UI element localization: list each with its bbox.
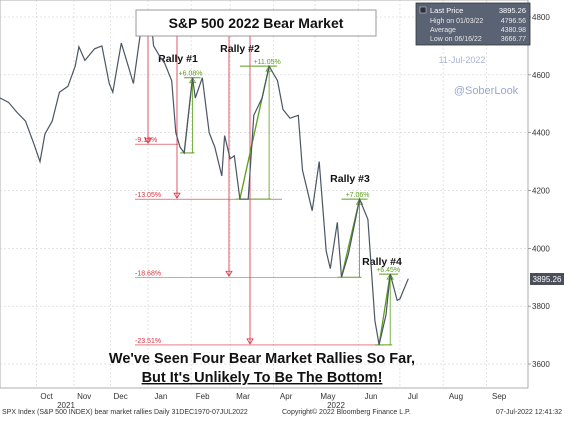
- legend-average-label: Average: [430, 27, 456, 34]
- last-price-tag-text: 3895.26: [533, 275, 562, 284]
- x-month-label: May: [320, 392, 335, 401]
- rally-pct: +6.08%: [179, 71, 203, 78]
- rally-label: Rally #2: [220, 43, 260, 55]
- rally-label: Rally #3: [330, 173, 370, 185]
- drawdown-label: -9.18%: [135, 137, 157, 144]
- x-year-label: 2021: [57, 401, 75, 410]
- drawdown-label: -13.05%: [135, 192, 161, 199]
- legend-low-value: 3666.77: [501, 36, 526, 43]
- x-month-label: Dec: [113, 392, 127, 401]
- plot-area: [0, 0, 529, 389]
- y-tick-label: 3600: [532, 360, 550, 369]
- drawdown-arrowhead: [144, 137, 152, 145]
- footer-center: Copyright© 2022 Bloomberg Finance L.P.: [282, 409, 411, 416]
- watermark-date: 11-Jul-2022: [439, 55, 486, 65]
- legend-high-label: High on 01/03/22: [430, 18, 483, 25]
- price-line: [0, 17, 409, 346]
- headline-line1: We've Seen Four Bear Market Rallies So F…: [109, 351, 415, 367]
- legend-last-price-label: Last Price: [430, 6, 463, 15]
- x-month-label: Nov: [77, 392, 91, 401]
- drawdown-arrowhead: [246, 338, 254, 345]
- handle-text: @SoberLook: [454, 85, 519, 97]
- drawdown-annotations: -9.18% -13.05% -18.68% -23.51%: [135, 22, 384, 346]
- x-month-label: Jun: [365, 392, 378, 401]
- legend: Last Price 3895.26 High on 01/03/22 4796…: [415, 2, 531, 46]
- legend-high-value: 4796.56: [501, 18, 526, 25]
- y-tick-label: 4200: [532, 187, 550, 196]
- rally-diagonal: [378, 273, 391, 346]
- y-axis: 4800 4600 4400 4200 4000 3800 3600: [528, 13, 550, 369]
- rally-label: Rally #4: [362, 256, 402, 268]
- rally-pct: +11.05%: [253, 59, 280, 66]
- x-axis: Oct Nov Dec Jan Feb Mar Apr May Jun Jul Aug Sep 2021…: [40, 392, 506, 410]
- rally-pct: +7.06%: [346, 192, 370, 199]
- footer-left: SPX Index (S&P 500 INDEX) bear market ra…: [2, 409, 248, 416]
- x-month-label: Jan: [154, 392, 167, 401]
- legend-low-label: Low on 06/16/22: [430, 36, 482, 43]
- x-month-label: Mar: [236, 392, 250, 401]
- drawdown-label: -18.68%: [135, 270, 161, 277]
- headline-line2: But It's Unlikely To Be The Bottom!: [142, 370, 383, 386]
- drawdown-arrowhead: [173, 192, 181, 199]
- footer-right: 07-Jul-2022 12:41:32: [495, 409, 562, 416]
- x-month-label: Apr: [280, 392, 293, 401]
- gridlines: [0, 0, 528, 388]
- x-month-label: Oct: [40, 392, 53, 401]
- legend-last-price-value: 3895.26: [499, 6, 526, 15]
- chart-title: S&P 500 2022 Bear Market: [169, 15, 344, 31]
- drawdown-arrowhead: [225, 270, 233, 278]
- y-tick-label: 4000: [532, 244, 550, 253]
- x-month-label: Aug: [449, 392, 463, 401]
- y-tick-label: 4400: [532, 129, 550, 138]
- last-price-tag: [530, 273, 564, 285]
- x-month-label: Sep: [492, 392, 507, 401]
- drawdown-label: -23.51%: [135, 338, 161, 345]
- rally-pct: +6.45%: [376, 267, 400, 274]
- x-month-label: Feb: [196, 392, 210, 401]
- rally-label: Rally #1: [158, 53, 198, 65]
- legend-average-value: 4380.98: [501, 27, 526, 34]
- y-tick-label: 4600: [532, 71, 550, 80]
- y-tick-label: 3800: [532, 302, 550, 311]
- x-month-label: Jul: [408, 392, 418, 401]
- legend-swatch: [419, 6, 427, 14]
- y-tick-label: 4800: [532, 13, 550, 22]
- x-year-label: 2022: [327, 401, 345, 410]
- title-box: [135, 9, 377, 37]
